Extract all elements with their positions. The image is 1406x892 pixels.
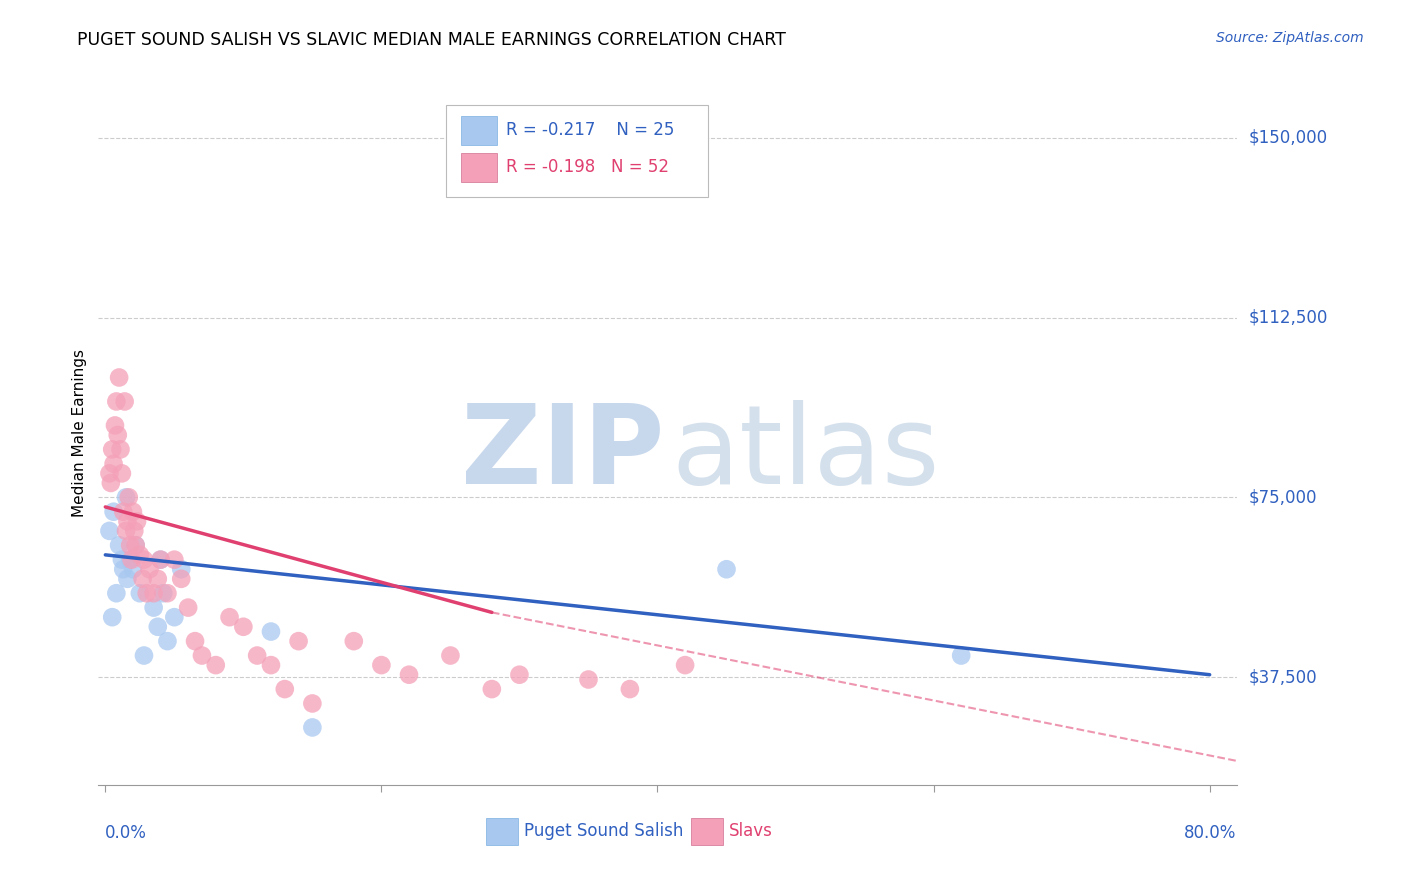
Point [115, 524, 138, 538]
Point [112, 562, 135, 576]
Text: R = -0.198   N = 52: R = -0.198 N = 52 [506, 158, 669, 176]
Point [114, 394, 136, 409]
Point [108, 538, 131, 552]
Point [111, 467, 134, 481]
Text: Slavs: Slavs [730, 822, 773, 840]
Text: Source: ZipAtlas.com: Source: ZipAtlas.com [1216, 31, 1364, 45]
Point [716, 562, 738, 576]
Point [152, 586, 174, 600]
Text: 80.0%: 80.0% [1184, 824, 1236, 842]
FancyBboxPatch shape [461, 153, 498, 183]
Point [149, 552, 172, 566]
Point [170, 562, 193, 576]
Point [177, 600, 200, 615]
Point [508, 667, 530, 681]
Point [98, 467, 121, 481]
Point [131, 572, 153, 586]
Point [204, 658, 226, 673]
Point [107, 428, 129, 442]
Point [128, 548, 150, 562]
FancyBboxPatch shape [461, 116, 498, 145]
Text: Puget Sound Salish: Puget Sound Salish [524, 822, 683, 840]
Point [191, 648, 214, 663]
FancyBboxPatch shape [446, 105, 707, 196]
Point [120, 538, 142, 552]
Text: $75,000: $75,000 [1249, 488, 1317, 507]
Point [287, 634, 309, 648]
Point [343, 634, 366, 648]
Point [100, 475, 122, 490]
Text: $37,500: $37,500 [1249, 668, 1317, 686]
Point [578, 673, 600, 687]
Text: atlas: atlas [671, 401, 939, 508]
Point [146, 620, 169, 634]
Point [105, 394, 128, 409]
Point [104, 418, 127, 433]
Point [142, 586, 165, 600]
Point [115, 491, 138, 505]
Text: 0.0%: 0.0% [105, 824, 148, 842]
Point [105, 586, 128, 600]
Point [149, 552, 172, 566]
Point [619, 682, 641, 697]
Point [111, 552, 134, 566]
Point [122, 505, 145, 519]
Point [117, 572, 139, 586]
Point [146, 572, 169, 586]
Point [163, 552, 186, 566]
Point [301, 697, 323, 711]
FancyBboxPatch shape [690, 818, 723, 845]
Point [163, 610, 186, 624]
Point [138, 562, 160, 576]
Point [232, 620, 254, 634]
Point [121, 552, 143, 566]
Point [439, 648, 461, 663]
Text: ZIP: ZIP [461, 401, 665, 508]
Point [112, 505, 135, 519]
Point [370, 658, 392, 673]
Point [156, 586, 179, 600]
Point [125, 514, 148, 528]
Point [122, 562, 145, 576]
Point [673, 658, 696, 673]
Point [117, 514, 139, 528]
Point [103, 457, 125, 471]
Point [950, 648, 973, 663]
Point [481, 682, 503, 697]
Point [132, 648, 155, 663]
Point [124, 524, 146, 538]
Point [184, 634, 207, 648]
Point [274, 682, 297, 697]
Text: $150,000: $150,000 [1249, 128, 1327, 147]
Point [135, 586, 157, 600]
Point [125, 538, 148, 552]
Point [246, 648, 269, 663]
Point [301, 721, 323, 735]
Point [110, 442, 132, 457]
Point [260, 658, 283, 673]
FancyBboxPatch shape [485, 818, 517, 845]
Point [142, 600, 165, 615]
Point [101, 442, 124, 457]
Point [218, 610, 240, 624]
Y-axis label: Median Male Earnings: Median Male Earnings [72, 349, 87, 516]
Point [398, 667, 420, 681]
Point [128, 586, 150, 600]
Point [120, 552, 142, 566]
Point [118, 491, 141, 505]
Point [125, 538, 148, 552]
Point [170, 572, 193, 586]
Point [108, 370, 131, 384]
Point [260, 624, 283, 639]
Point [103, 505, 125, 519]
Point [101, 610, 124, 624]
Point [132, 552, 155, 566]
Text: R = -0.217    N = 25: R = -0.217 N = 25 [506, 120, 675, 138]
Text: $112,500: $112,500 [1249, 309, 1327, 326]
Point [156, 634, 179, 648]
Point [98, 524, 121, 538]
Text: PUGET SOUND SALISH VS SLAVIC MEDIAN MALE EARNINGS CORRELATION CHART: PUGET SOUND SALISH VS SLAVIC MEDIAN MALE… [77, 31, 786, 49]
